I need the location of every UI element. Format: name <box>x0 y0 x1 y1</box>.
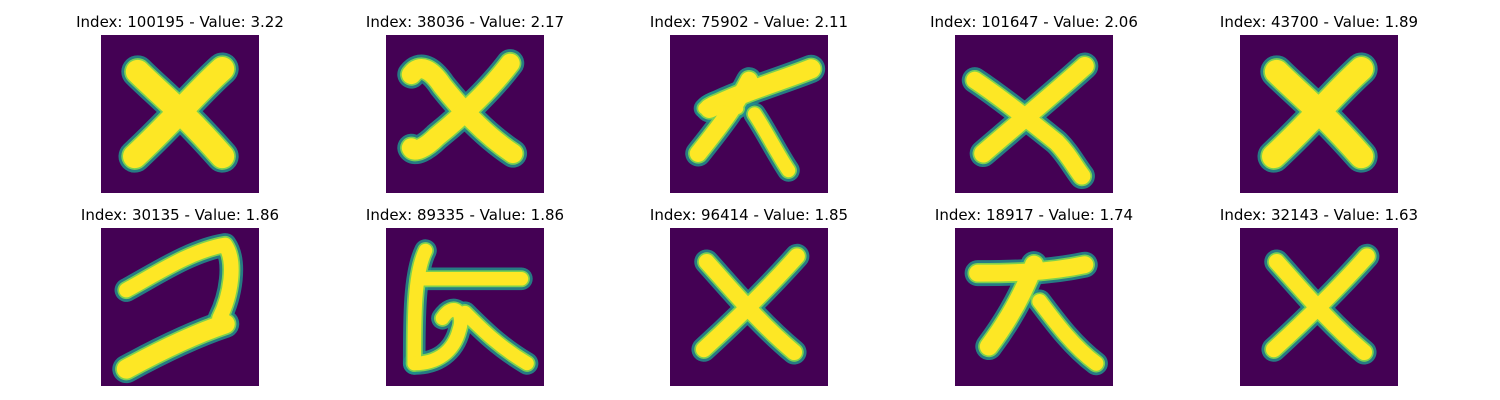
panel-title: Index: 89335 - Value: 1.86 <box>365 206 565 224</box>
panel-title: Index: 96414 - Value: 1.85 <box>649 206 849 224</box>
grid-panel: Index: 43700 - Value: 1.89 <box>1209 13 1429 193</box>
grid-panel: Index: 38036 - Value: 2.17 <box>355 13 575 193</box>
grid-panel: Index: 96414 - Value: 1.85 <box>639 206 859 386</box>
character-stroke <box>966 71 1091 185</box>
character-image <box>955 228 1113 386</box>
grid-panel: Index: 89335 - Value: 1.86 <box>355 206 575 386</box>
panel-title: Index: 18917 - Value: 1.74 <box>934 206 1134 224</box>
character-stroke <box>401 53 520 160</box>
character-stroke <box>1262 57 1374 169</box>
character-image <box>670 228 828 386</box>
character-image <box>101 228 259 386</box>
character-stroke <box>979 255 1044 356</box>
character-stroke <box>974 57 1094 163</box>
character-stroke <box>747 107 796 178</box>
panel-title: Index: 30135 - Value: 1.86 <box>80 206 280 224</box>
character-image <box>955 35 1113 193</box>
panel-title: Index: 75902 - Value: 2.11 <box>649 13 849 31</box>
character-stroke <box>407 303 468 371</box>
character-stroke <box>698 94 744 114</box>
character-stroke <box>119 237 239 326</box>
grid-panel: Index: 32143 - Value: 1.63 <box>1209 206 1429 386</box>
character-stroke <box>1265 248 1375 358</box>
character-stroke <box>689 71 758 162</box>
character-image <box>1240 228 1398 386</box>
grid-panel: Index: 75902 - Value: 2.11 <box>639 13 859 193</box>
character-stroke <box>695 248 805 358</box>
grid-panel: Index: 100195 - Value: 3.22 <box>70 13 290 193</box>
character-stroke <box>116 314 235 379</box>
character-stroke <box>407 243 433 371</box>
character-image <box>101 35 259 193</box>
grid-panel: Index: 18917 - Value: 1.74 <box>924 206 1144 386</box>
panel-title: Index: 38036 - Value: 2.17 <box>365 13 565 31</box>
character-image <box>670 35 828 193</box>
character-image <box>386 228 544 386</box>
character-stroke <box>458 305 534 371</box>
character-stroke <box>1032 294 1104 371</box>
character-image <box>1240 35 1398 193</box>
panel-title: Index: 101647 - Value: 2.06 <box>930 13 1138 31</box>
character-stroke <box>123 57 235 169</box>
grid-panel: Index: 30135 - Value: 1.86 <box>70 206 290 386</box>
panel-title: Index: 100195 - Value: 3.22 <box>76 13 284 31</box>
panel-title: Index: 32143 - Value: 1.63 <box>1219 206 1419 224</box>
panel-title: Index: 43700 - Value: 1.89 <box>1219 13 1419 31</box>
grid-panel: Index: 101647 - Value: 2.06 <box>924 13 1144 193</box>
character-stroke <box>401 59 523 164</box>
character-image <box>386 35 544 193</box>
